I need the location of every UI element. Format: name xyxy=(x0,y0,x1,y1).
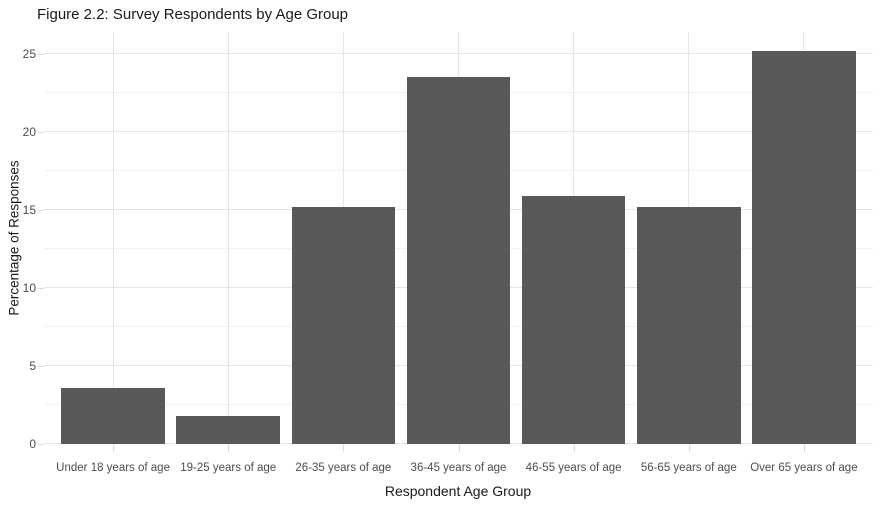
bar xyxy=(291,206,396,444)
x-tick-mark xyxy=(688,444,690,452)
y-tick-mark xyxy=(38,209,44,211)
vertical-gridline xyxy=(227,32,229,444)
x-tick-label: Over 65 years of age xyxy=(750,462,858,474)
y-tick-label: 15 xyxy=(22,202,36,217)
vertical-gridline xyxy=(112,32,114,444)
bar xyxy=(406,77,511,444)
x-tick-mark xyxy=(343,444,345,452)
plot-area xyxy=(44,32,873,444)
y-tick-label: 0 xyxy=(29,437,36,451)
x-tick-mark xyxy=(228,444,230,452)
x-tick-label: 19-25 years of age xyxy=(180,462,277,474)
bar xyxy=(521,195,626,444)
x-tick-label: 26-35 years of age xyxy=(295,462,392,474)
bar xyxy=(61,387,165,444)
x-tick-label: Under 18 years of age xyxy=(56,462,170,474)
y-tick-label: 10 xyxy=(22,280,36,295)
x-tick-label: 46-55 years of age xyxy=(525,462,622,474)
x-tick-mark xyxy=(113,444,115,452)
bar xyxy=(752,50,856,444)
y-tick-mark xyxy=(38,365,44,367)
y-tick-mark xyxy=(38,287,44,289)
bar xyxy=(636,206,741,444)
y-tick-label: 20 xyxy=(22,124,36,139)
x-tick-mark xyxy=(458,444,460,452)
y-tick-mark xyxy=(38,444,44,445)
x-tick-mark xyxy=(803,444,805,452)
x-tick-label: 56-65 years of age xyxy=(640,462,737,474)
y-tick-mark xyxy=(38,131,44,133)
y-tick-mark xyxy=(38,53,44,55)
chart-title: Figure 2.2: Survey Respondents by Age Gr… xyxy=(37,6,349,23)
y-tick-label: 25 xyxy=(22,46,36,61)
y-tick-label: 5 xyxy=(29,358,36,373)
x-axis-title: Respondent Age Group xyxy=(384,483,532,499)
bar xyxy=(176,415,281,444)
x-tick-mark xyxy=(573,444,575,452)
x-tick-label: 36-45 years of age xyxy=(410,462,507,474)
